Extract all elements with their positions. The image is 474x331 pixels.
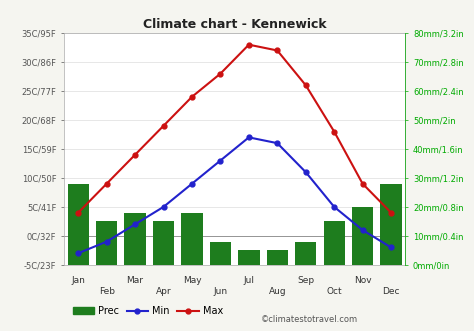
Bar xyxy=(124,213,146,265)
Text: Jul: Jul xyxy=(243,276,255,285)
Text: ©climatestotravel.com: ©climatestotravel.com xyxy=(261,315,358,324)
Text: May: May xyxy=(182,276,201,285)
Bar xyxy=(96,221,118,265)
Bar xyxy=(181,213,202,265)
Title: Climate chart - Kennewick: Climate chart - Kennewick xyxy=(143,18,327,30)
Bar xyxy=(68,184,89,265)
Text: Jun: Jun xyxy=(213,287,228,296)
Text: Apr: Apr xyxy=(156,287,171,296)
Bar xyxy=(238,250,259,265)
Text: Aug: Aug xyxy=(268,287,286,296)
Bar xyxy=(352,207,373,265)
Text: Sep: Sep xyxy=(297,276,314,285)
Bar xyxy=(266,250,288,265)
Text: Oct: Oct xyxy=(327,287,342,296)
Bar xyxy=(295,242,316,265)
Bar xyxy=(380,184,401,265)
Bar xyxy=(153,221,174,265)
Text: Dec: Dec xyxy=(383,287,400,296)
Legend: Prec, Min, Max: Prec, Min, Max xyxy=(69,302,227,320)
Text: Mar: Mar xyxy=(127,276,144,285)
Bar xyxy=(210,242,231,265)
Bar xyxy=(323,221,345,265)
Text: Jan: Jan xyxy=(71,276,85,285)
Text: Nov: Nov xyxy=(354,276,372,285)
Text: Feb: Feb xyxy=(99,287,115,296)
